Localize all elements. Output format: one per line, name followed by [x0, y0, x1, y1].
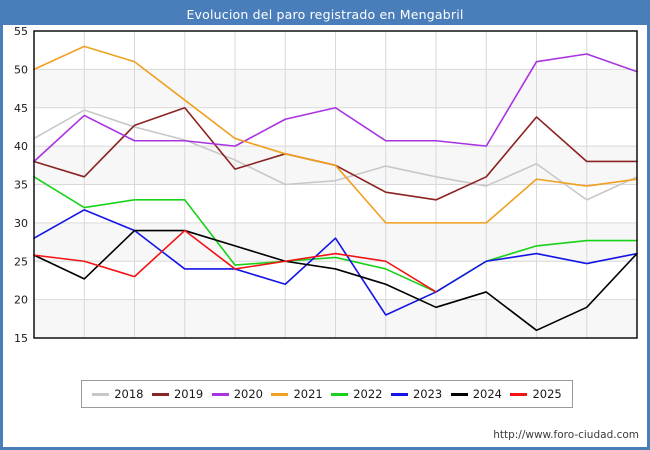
x-tick-label-DIC: DIC [602, 344, 622, 346]
legend-item-2022[interactable]: 2022 [331, 387, 383, 401]
legend-label-2020: 2020 [233, 387, 264, 401]
legend-item-2019[interactable]: 2019 [151, 387, 204, 401]
legend-item-2018[interactable]: 2018 [92, 387, 144, 401]
legend-label-2019: 2019 [173, 387, 204, 401]
legend-item-2025[interactable]: 2025 [510, 387, 562, 401]
x-tick-label-ENE: ENE [48, 344, 70, 346]
chart-legend: 2018 2019 2020 2021 2022 2023 2024 2025 [81, 380, 573, 408]
y-tick-label: 15 [14, 332, 28, 345]
window-title-bar: Evolucion del paro registrado en Mengabr… [3, 3, 647, 25]
legend-label-2023: 2023 [412, 387, 443, 401]
legend-swatch-2019 [151, 392, 169, 396]
legend-swatch-2018 [92, 392, 110, 396]
series-line-2022 [33, 176, 638, 293]
y-tick-label: 55 [14, 25, 28, 38]
legend-swatch-2023 [390, 392, 408, 396]
legend-item-2020[interactable]: 2020 [211, 387, 264, 401]
legend-label-2021: 2021 [293, 387, 323, 401]
legend-swatch-2024 [450, 392, 468, 396]
source-url: http://www.foro-ciudad.com [493, 429, 639, 441]
x-tick-label-MAY: MAY [249, 344, 272, 346]
legend-swatch-2025 [510, 392, 528, 396]
series-line-2020 [33, 53, 638, 163]
series-line-2021 [33, 45, 638, 224]
y-tick-label: 35 [14, 179, 28, 192]
x-tick-label-OCT: OCT [500, 344, 523, 346]
legend-swatch-2021 [271, 392, 289, 396]
legend-item-2023[interactable]: 2023 [390, 387, 443, 401]
y-tick-label: 40 [14, 140, 28, 153]
legend-item-2021[interactable]: 2021 [271, 387, 323, 401]
y-tick-label: 45 [14, 102, 28, 115]
legend-swatch-2022 [331, 392, 349, 396]
chart-plot-area: 15 20 25 30 35 40 45 50 55 ENE FEB MAR ABR MAY JUN JUL A… [3, 25, 647, 346]
y-tick-label: 30 [14, 217, 28, 230]
legend-label-2025: 2025 [532, 387, 562, 401]
y-tick-label: 25 [14, 255, 28, 268]
y-tick-label: 50 [14, 63, 28, 76]
series-line-2025 [33, 229, 437, 293]
x-tick-label-MAR: MAR [147, 344, 172, 346]
page-title: Evolucion del paro registrado en Mengabr… [186, 6, 464, 22]
x-tick-label-FEB: FEB [99, 344, 120, 346]
line-chart: 15 20 25 30 35 40 45 50 55 ENE FEB MAR ABR MAY JUN JUL A… [14, 25, 638, 346]
legend-label-2024: 2024 [472, 387, 503, 401]
legend-label-2018: 2018 [114, 387, 144, 401]
x-tick-label-ABR: ABR [199, 344, 222, 346]
series-line-2018 [33, 109, 638, 201]
x-tick-label-AGO: AGO [399, 344, 424, 346]
x-tick-label-JUN: JUN [300, 344, 321, 346]
x-tick-label-JUL: JUL [351, 344, 370, 346]
y-tick-label: 20 [14, 294, 28, 307]
x-tick-label-NOV: NOV [550, 344, 575, 346]
x-tick-label-SEP: SEP [451, 344, 472, 346]
legend-item-2024[interactable]: 2024 [450, 387, 503, 401]
legend-swatch-2020 [211, 392, 229, 396]
legend-label-2022: 2022 [353, 387, 383, 401]
plot-frame [33, 30, 638, 339]
series-line-2024 [33, 229, 638, 332]
